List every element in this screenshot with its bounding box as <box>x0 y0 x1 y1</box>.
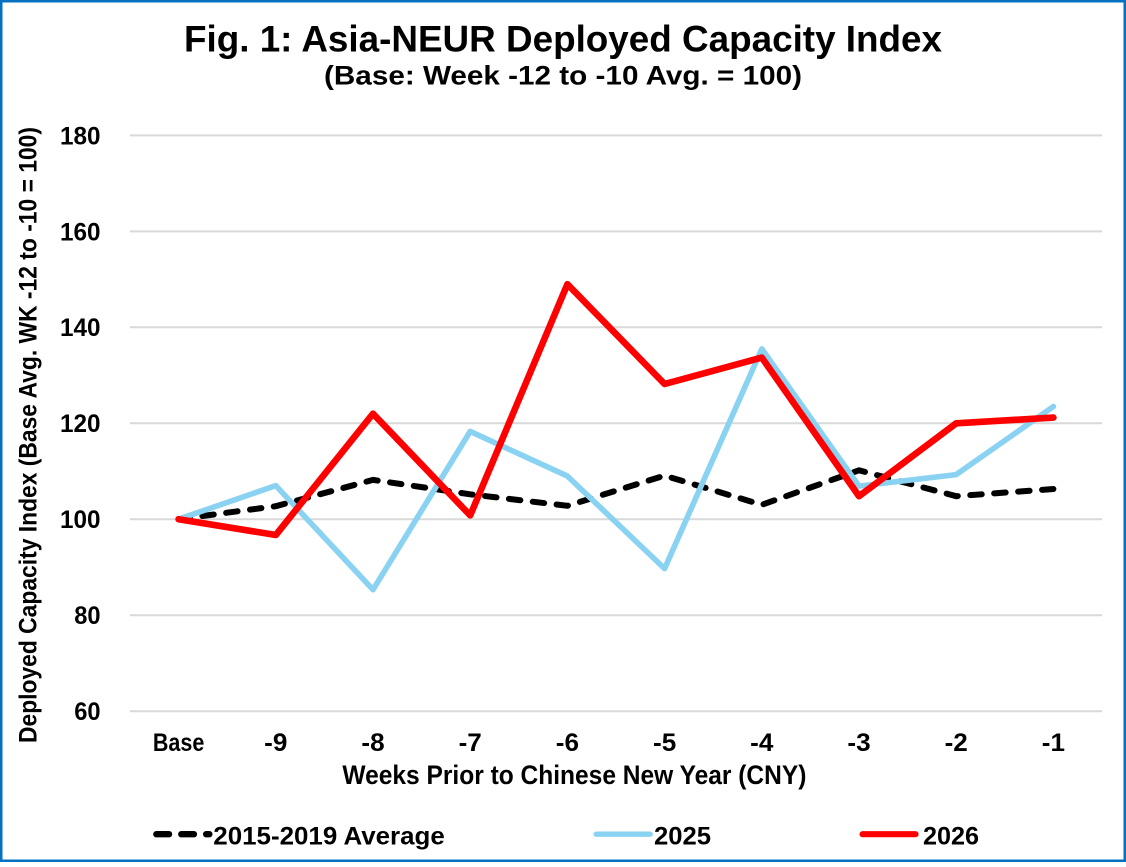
svg-text:-1: -1 <box>1042 729 1065 757</box>
svg-text:Weeks Prior to Chinese New Yea: Weeks Prior to Chinese New Year (CNY) <box>342 760 806 790</box>
svg-text:60: 60 <box>74 698 100 726</box>
svg-text:2015-2019 Average: 2015-2019 Average <box>213 823 445 851</box>
svg-text:Base: Base <box>153 729 205 757</box>
svg-text:-6: -6 <box>556 729 579 757</box>
svg-text:160: 160 <box>60 218 101 246</box>
svg-text:80: 80 <box>74 602 100 630</box>
svg-text:(Base: Week -12 to -10 Avg. =: (Base: Week -12 to -10 Avg. = 100) <box>324 61 802 91</box>
svg-text:-4: -4 <box>750 729 773 757</box>
svg-text:100: 100 <box>60 506 101 534</box>
svg-text:2025: 2025 <box>654 823 711 851</box>
svg-text:-8: -8 <box>361 729 384 757</box>
svg-text:-7: -7 <box>459 729 482 757</box>
svg-text:-5: -5 <box>653 729 676 757</box>
svg-text:2026: 2026 <box>923 823 979 851</box>
svg-text:-3: -3 <box>847 729 870 757</box>
svg-text:120: 120 <box>60 410 101 438</box>
svg-text:180: 180 <box>60 122 101 150</box>
svg-text:-2: -2 <box>945 729 968 757</box>
svg-text:Fig. 1: Asia-NEUR Deployed Cap: Fig. 1: Asia-NEUR Deployed Capacity Inde… <box>184 18 942 60</box>
svg-text:-9: -9 <box>264 729 287 757</box>
svg-text:140: 140 <box>60 314 101 342</box>
svg-text:Deployed Capacity Index (Base: Deployed Capacity Index (Base Avg. WK -1… <box>14 127 42 743</box>
